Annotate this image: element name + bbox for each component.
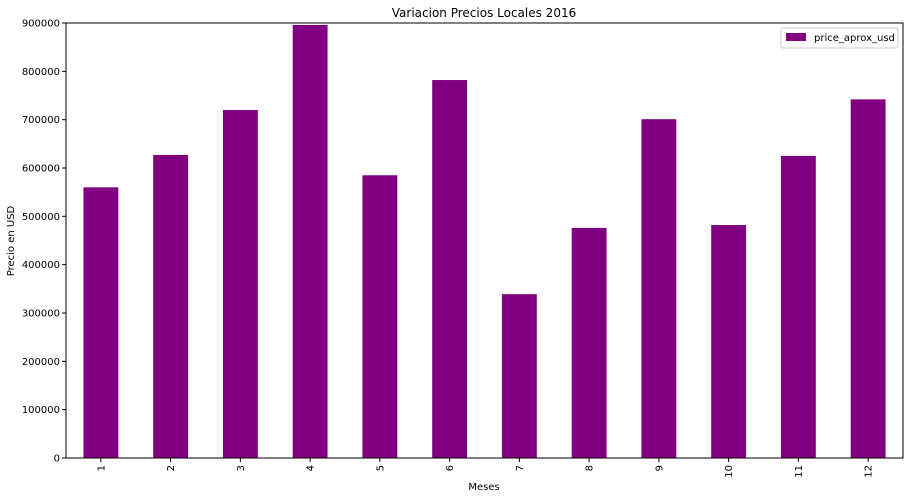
y-axis-label: Precio en USD (6, 205, 17, 276)
plot-area-frame (65, 22, 904, 459)
y-tick-label: 0 (54, 454, 60, 465)
bar-4 (292, 24, 328, 459)
bar-10 (711, 225, 747, 458)
x-tick-label: 7 (515, 465, 526, 471)
x-tick-label: 9 (654, 465, 665, 471)
x-tick-label: 10 (724, 465, 735, 478)
y-tick-label: 300000 (22, 309, 60, 320)
x-tick-label: 12 (864, 465, 875, 478)
bar-8 (571, 227, 607, 458)
x-tick-label: 4 (306, 465, 317, 471)
y-tick-label: 900000 (22, 19, 60, 30)
bars-layer (83, 24, 886, 459)
bar-2 (153, 154, 189, 458)
y-tick-label: 100000 (22, 405, 60, 416)
y-axis-ticks: 0 100000 200000 300000 400000 500000 600000 700… (22, 19, 66, 465)
x-tick-label: 6 (445, 465, 456, 471)
legend-label: price_aprox_usd (814, 33, 895, 44)
bar-5 (362, 175, 398, 458)
legend: price_aprox_usd (780, 27, 899, 49)
bar-1 (83, 187, 119, 459)
x-tick-label: 11 (794, 465, 805, 478)
chart-title: Variacion Precios Locales 2016 (392, 6, 576, 20)
x-tick-label: 2 (166, 465, 177, 471)
legend-swatch (786, 33, 806, 41)
y-tick-label: 600000 (22, 164, 60, 175)
legend-box (780, 27, 899, 49)
y-tick-label: 500000 (22, 212, 60, 223)
bar-7 (501, 294, 537, 458)
y-tick-label: 800000 (22, 67, 60, 78)
x-axis-ticks: 1 2 3 4 5 6 7 8 9 10 11 12 (96, 458, 875, 478)
bar-11 (780, 155, 816, 458)
x-tick-label: 5 (375, 465, 386, 471)
x-tick-label: 8 (585, 465, 596, 471)
x-tick-label: 3 (236, 465, 247, 471)
bar-6 (432, 80, 468, 459)
y-tick-label: 400000 (22, 260, 60, 271)
y-tick-label: 700000 (22, 115, 60, 126)
bar-9 (641, 119, 677, 458)
x-tick-label: 1 (96, 465, 107, 471)
bar-12 (850, 99, 886, 458)
bar-3 (222, 110, 258, 458)
x-axis-label: Meses (468, 482, 499, 493)
y-tick-label: 200000 (22, 357, 60, 368)
